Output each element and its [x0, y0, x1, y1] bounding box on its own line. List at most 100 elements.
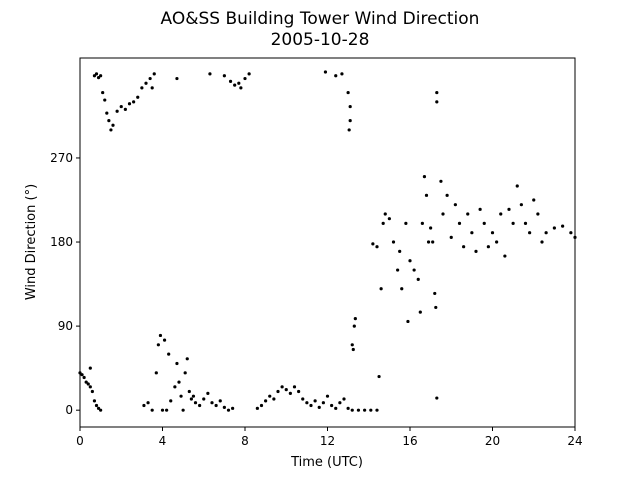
- data-point: [280, 385, 284, 389]
- data-point: [158, 333, 163, 338]
- data-point: [445, 193, 449, 197]
- data-point: [383, 212, 387, 216]
- data-point: [532, 198, 536, 202]
- data-point: [237, 81, 241, 85]
- data-point: [222, 74, 226, 78]
- data-point: [573, 235, 577, 239]
- data-point: [169, 399, 173, 403]
- data-point: [426, 240, 431, 244]
- data-point: [99, 408, 103, 412]
- data-point: [297, 389, 301, 394]
- data-point: [439, 179, 443, 183]
- data-point: [348, 118, 352, 123]
- data-point: [435, 100, 439, 104]
- data-point: [342, 397, 346, 401]
- data-point: [323, 70, 328, 74]
- data-point: [183, 371, 187, 375]
- data-point: [309, 403, 313, 408]
- data-point: [288, 391, 292, 395]
- data-point: [150, 408, 154, 412]
- data-point: [103, 98, 107, 102]
- data-point: [228, 79, 233, 83]
- data-point: [347, 128, 351, 132]
- data-point: [416, 277, 420, 281]
- data-point: [111, 123, 115, 127]
- data-point: [346, 406, 350, 410]
- data-point: [181, 408, 185, 412]
- data-point: [561, 224, 565, 228]
- data-point: [148, 76, 152, 81]
- data-point: [404, 221, 408, 225]
- data-point: [434, 305, 438, 310]
- data-point: [317, 405, 321, 409]
- data-point: [350, 408, 354, 412]
- data-point: [375, 245, 379, 249]
- data-point: [115, 109, 119, 113]
- data-point: [429, 226, 433, 230]
- data-point: [466, 212, 470, 216]
- data-point: [127, 102, 132, 106]
- data-point: [569, 231, 573, 235]
- data-point: [462, 245, 466, 249]
- data-point: [96, 406, 101, 410]
- data-point: [330, 403, 334, 408]
- plot-frame: [79, 57, 576, 428]
- data-point: [435, 396, 439, 400]
- data-point: [140, 86, 144, 90]
- data-point: [214, 403, 218, 408]
- data-point: [495, 240, 499, 244]
- data-point: [301, 397, 305, 401]
- data-point: [78, 371, 82, 375]
- data-point: [160, 408, 165, 412]
- data-point: [243, 76, 247, 81]
- data-point: [334, 74, 338, 78]
- data-point: [398, 249, 402, 253]
- data-point: [490, 231, 495, 235]
- data-point: [101, 90, 105, 95]
- data-point: [173, 385, 177, 389]
- data-point: [152, 72, 156, 76]
- data-point: [325, 394, 330, 398]
- y-tick-label: 90: [58, 319, 73, 333]
- data-point: [350, 343, 354, 347]
- data-point: [142, 403, 146, 408]
- chart-title: AO&SS Building Tower Wind Direction: [161, 9, 480, 29]
- data-point: [189, 397, 193, 401]
- data-point: [377, 374, 381, 379]
- data-point: [540, 240, 544, 244]
- data-point: [193, 401, 198, 405]
- data-point: [233, 83, 237, 87]
- data-point: [334, 406, 338, 410]
- data-point: [379, 287, 383, 291]
- data-point: [107, 118, 111, 123]
- data-point: [457, 221, 462, 225]
- data-point: [418, 310, 422, 314]
- data-point: [167, 352, 171, 356]
- y-tick-label: 180: [50, 235, 73, 249]
- data-point: [515, 184, 519, 188]
- data-point: [348, 104, 352, 109]
- data-point: [305, 401, 309, 405]
- data-point: [431, 240, 435, 244]
- data-point: [239, 86, 243, 90]
- data-point: [259, 403, 264, 408]
- data-point: [154, 371, 158, 375]
- data-point: [351, 347, 355, 352]
- data-point: [400, 287, 404, 291]
- data-point: [435, 90, 439, 95]
- data-point: [352, 324, 356, 328]
- data-point: [132, 100, 136, 104]
- data-point: [208, 72, 212, 76]
- data-point: [268, 394, 272, 398]
- data-point: [119, 104, 123, 109]
- data-point: [210, 401, 214, 405]
- data-point: [338, 401, 342, 405]
- data-point: [408, 259, 412, 263]
- data-point: [340, 72, 344, 76]
- data-point: [391, 240, 396, 244]
- data-point: [80, 373, 84, 377]
- data-point: [453, 203, 457, 207]
- data-point: [433, 291, 437, 296]
